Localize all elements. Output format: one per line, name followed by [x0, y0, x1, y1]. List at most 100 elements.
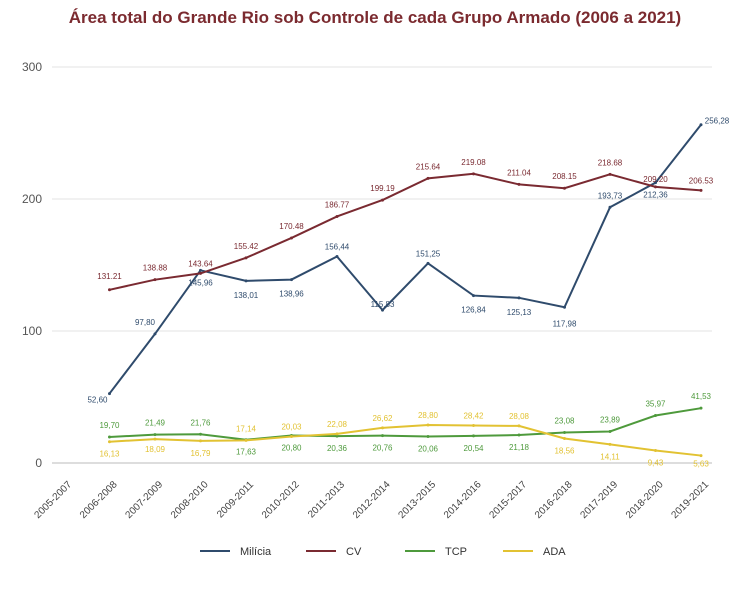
data-point-milcia [335, 254, 339, 258]
data-point-tcp [381, 434, 384, 438]
data-label-ada: 18,56 [554, 447, 575, 456]
data-label-ada: 28,08 [509, 412, 530, 421]
data-point-tcp [517, 433, 521, 437]
data-point-cv [244, 256, 248, 260]
data-label-ada: 14,11 [600, 452, 620, 461]
x-tick-label: 2005-2007 [33, 479, 75, 521]
data-point-ada [699, 454, 703, 458]
data-label-tcp: 20,54 [463, 444, 484, 453]
data-point-milcia [472, 294, 475, 298]
data-point-ada [199, 439, 202, 443]
data-point-cv [426, 176, 430, 180]
data-point-cv [153, 278, 157, 282]
data-point-cv [563, 186, 566, 190]
data-label-cv: 155.42 [234, 242, 259, 251]
chart-title: Área total do Grande Rio sob Controle de… [68, 8, 682, 27]
data-point-tcp [654, 414, 657, 418]
x-tick-label: 2006-2008 [78, 479, 120, 521]
legend-label-ada: ADA [543, 546, 566, 558]
data-point-ada [108, 440, 111, 444]
legend-label-tcp: TCP [445, 546, 467, 558]
data-label-ada: 28,42 [463, 411, 484, 420]
x-tick-label: 2011-2013 [306, 479, 347, 520]
data-point-cv [199, 271, 202, 275]
data-point-cv [381, 198, 384, 202]
data-point-tcp [108, 435, 111, 439]
data-point-milcia [517, 296, 521, 300]
data-label-tcp: 20,06 [418, 445, 439, 454]
data-point-cv [290, 236, 293, 240]
data-point-milcia [654, 181, 657, 185]
data-label-milcia: 138,96 [279, 290, 304, 299]
data-label-ada: 28,80 [418, 411, 439, 420]
data-point-ada [517, 424, 521, 428]
x-tick-label: 2018-2020 [624, 479, 666, 521]
data-point-cv [335, 214, 339, 218]
data-label-cv: 218.68 [598, 158, 623, 167]
data-label-milcia: 125,13 [507, 308, 532, 317]
data-label-tcp: 19,70 [99, 421, 120, 430]
data-label-cv: 131.21 [97, 272, 122, 281]
data-label-milcia: 145,96 [188, 278, 213, 287]
data-point-tcp [426, 435, 430, 439]
data-label-ada: 18,09 [145, 445, 166, 454]
data-point-cv [608, 172, 612, 176]
x-tick-label: 2016-2018 [533, 479, 575, 521]
y-tick-label: 0 [35, 456, 42, 470]
data-label-milcia: 117,98 [553, 319, 577, 328]
data-label-ada: 22,08 [327, 420, 348, 429]
data-point-ada [381, 426, 384, 430]
data-point-tcp [563, 431, 566, 435]
data-point-ada [153, 437, 157, 441]
data-label-tcp: 21,76 [190, 418, 211, 427]
data-label-tcp: 17,63 [236, 448, 257, 457]
data-label-ada: 17,14 [236, 424, 257, 433]
data-label-milcia: 151,25 [416, 249, 441, 258]
data-label-tcp: 21,18 [509, 443, 530, 452]
data-label-milcia: 138,01 [234, 291, 259, 300]
data-label-cv: 211.04 [507, 168, 531, 177]
data-label-ada: 5,63 [693, 460, 709, 469]
x-tick-label: 2012-2014 [351, 479, 393, 521]
data-point-milcia [244, 279, 248, 283]
data-label-cv: 170.48 [279, 222, 304, 231]
data-label-ada: 9,43 [648, 459, 664, 468]
data-point-tcp [608, 429, 612, 433]
data-label-milcia: 115,83 [371, 300, 395, 309]
data-label-tcp: 20,76 [372, 444, 393, 453]
legend-label-cv: CV [346, 546, 362, 558]
data-label-ada: 16,79 [190, 449, 211, 458]
y-tick-label: 300 [22, 60, 42, 74]
data-label-cv: 143.64 [188, 259, 213, 268]
data-point-ada [290, 435, 293, 439]
data-point-tcp [335, 434, 339, 438]
data-label-milcia: 52,60 [87, 396, 108, 405]
data-point-ada [244, 438, 248, 442]
x-tick-label: 2013-2015 [397, 479, 439, 521]
data-label-milcia: 126,84 [461, 306, 486, 315]
data-label-ada: 16,13 [99, 450, 120, 459]
data-label-tcp: 23,89 [600, 415, 621, 424]
x-tick-label: 2014-2016 [442, 479, 484, 521]
x-tick-label: 2017-2019 [579, 479, 621, 521]
data-point-cv [472, 172, 475, 176]
series-line-cv [109, 172, 702, 291]
series-line-milcia [108, 124, 702, 395]
data-point-milcia [426, 261, 430, 265]
x-tick-label: 2009-2011 [215, 479, 256, 520]
data-label-tcp: 20,80 [281, 444, 302, 453]
data-label-tcp: 41,53 [691, 392, 712, 401]
data-point-milcia [199, 268, 202, 272]
data-label-cv: 138.88 [143, 264, 168, 273]
data-label-tcp: 23,08 [554, 417, 575, 426]
data-point-ada [654, 449, 657, 453]
data-point-milcia [563, 305, 566, 309]
series-line-ada [109, 423, 702, 457]
legend-label-milcia: Milícia [240, 546, 272, 558]
data-label-ada: 26,62 [372, 414, 393, 423]
data-label-ada: 20,03 [281, 423, 302, 432]
data-point-milcia [153, 332, 157, 336]
data-label-milcia: 256,28 [705, 117, 730, 126]
